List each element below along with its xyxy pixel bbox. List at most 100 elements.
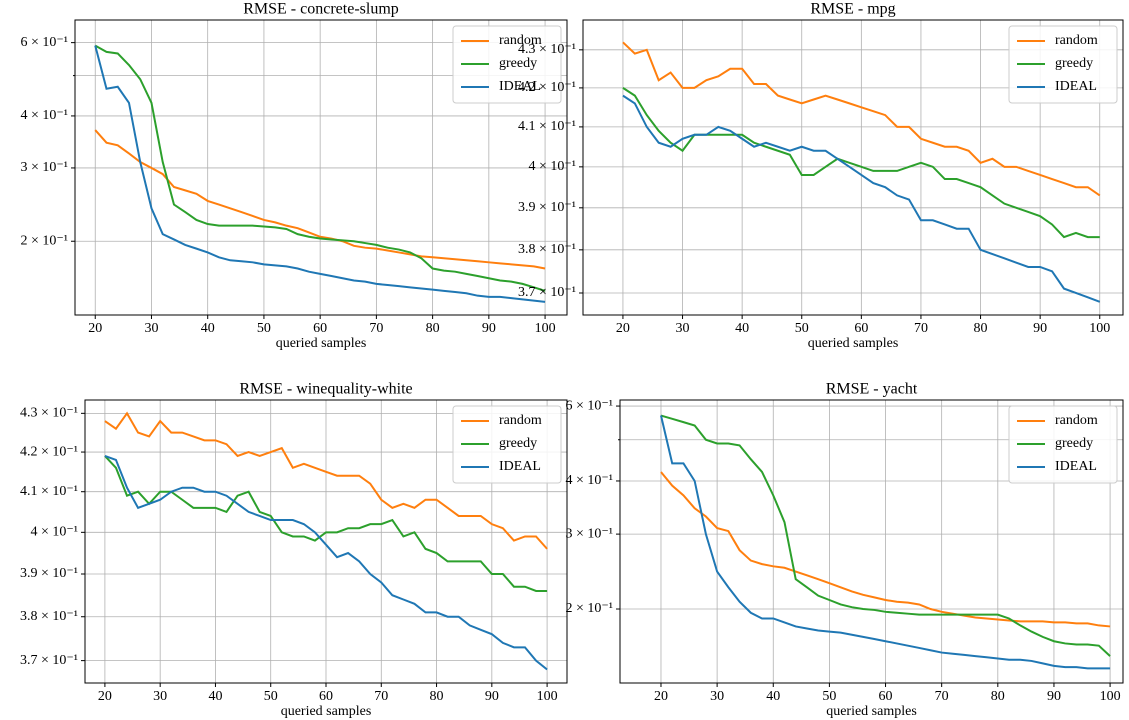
y-tick-label: 4 × 10⁻¹ — [529, 159, 576, 174]
chart-title: RMSE - yacht — [826, 381, 918, 398]
x-tick-label: 90 — [485, 689, 499, 704]
y-tick-label: 6 × 10⁻¹ — [21, 35, 68, 50]
x-axis-label: queried samples — [808, 336, 899, 351]
x-tick-label: 80 — [430, 689, 444, 704]
x-tick-label: 40 — [766, 689, 780, 704]
x-tick-label: 100 — [1100, 689, 1121, 704]
series-line — [94, 44, 546, 292]
x-tick-label: 50 — [264, 689, 278, 704]
x-tick-label: 20 — [98, 689, 112, 704]
series-line — [660, 471, 1111, 628]
subplot: 20 30 40 50 60 70 80 90 100 4.3 × 10⁻¹ 4.2 × 10⁻¹ 4… — [518, 1, 1124, 351]
x-axis-label: queried samples — [826, 704, 917, 719]
y-tick-label: 4 × 10⁻¹ — [21, 108, 68, 123]
y-tick-label: 6 × 10⁻¹ — [566, 398, 613, 413]
legend-label: random — [499, 413, 542, 428]
y-tick-label: 2 × 10⁻¹ — [566, 601, 613, 616]
legend-label: greedy — [1055, 436, 1093, 451]
x-tick-label: 20 — [654, 689, 668, 704]
legend-box — [1008, 405, 1118, 484]
y-tick-label: 4 × 10⁻¹ — [31, 525, 78, 540]
y-tick-label: 3.8 × 10⁻¹ — [20, 609, 78, 624]
x-tick-label: 90 — [1033, 321, 1047, 336]
series-line — [104, 455, 548, 592]
series-line — [622, 41, 1101, 197]
y-tick-label: 3.9 × 10⁻¹ — [518, 200, 576, 215]
x-tick-label: 50 — [795, 321, 809, 336]
axes-frame — [582, 19, 1124, 316]
x-tick-label: 50 — [822, 689, 836, 704]
x-tick-label: 90 — [482, 321, 496, 336]
x-tick-label: 50 — [257, 321, 271, 336]
y-tick-label: 4 × 10⁻¹ — [566, 473, 613, 488]
legend-label: IDEAL — [499, 459, 541, 474]
legend-label: IDEAL — [499, 79, 541, 94]
x-tick-label: 60 — [879, 689, 893, 704]
legend-box — [452, 25, 562, 104]
x-axis-label: queried samples — [281, 704, 372, 719]
axes-frame — [619, 399, 1124, 684]
y-tick-label: 4.2 × 10⁻¹ — [518, 80, 576, 95]
series-line — [660, 415, 1111, 670]
y-tick-label: 4.2 × 10⁻¹ — [20, 444, 78, 459]
series-line — [94, 45, 546, 303]
legend-label: IDEAL — [1055, 79, 1097, 94]
x-tick-label: 20 — [616, 321, 630, 336]
axes-frame — [84, 399, 568, 684]
x-tick-label: 30 — [144, 321, 158, 336]
chart-title: RMSE - mpg — [810, 1, 895, 18]
x-tick-label: 70 — [369, 321, 383, 336]
y-tick-label: 3 × 10⁻¹ — [566, 526, 613, 541]
x-tick-label: 70 — [935, 689, 949, 704]
x-tick-label: 20 — [88, 321, 102, 336]
x-tick-label: 60 — [854, 321, 868, 336]
chart-title: RMSE - concrete-slump — [243, 1, 399, 18]
y-tick-label: 4.1 × 10⁻¹ — [20, 484, 78, 499]
y-tick-label: 4.3 × 10⁻¹ — [20, 406, 78, 421]
series-line — [94, 129, 546, 270]
x-tick-label: 80 — [974, 321, 988, 336]
series-line — [104, 455, 548, 671]
y-tick-label: 3.7 × 10⁻¹ — [20, 653, 78, 668]
legend-label: IDEAL — [1055, 459, 1097, 474]
subplot: 20 30 40 50 60 70 80 90 100 6 × 10⁻¹ 4 × 10⁻¹ 3 × 1… — [566, 381, 1124, 719]
y-tick-label: 3.7 × 10⁻¹ — [518, 285, 576, 300]
y-tick-label: 4.3 × 10⁻¹ — [518, 42, 576, 57]
x-tick-label: 70 — [374, 689, 388, 704]
series-line — [622, 94, 1101, 303]
x-tick-label: 100 — [537, 689, 558, 704]
legend-box — [452, 405, 562, 484]
axes-frame — [74, 19, 568, 316]
x-tick-label: 70 — [914, 321, 928, 336]
x-tick-label: 90 — [1047, 689, 1061, 704]
x-tick-label: 30 — [710, 689, 724, 704]
x-tick-label: 80 — [426, 321, 440, 336]
x-tick-label: 30 — [676, 321, 690, 336]
x-tick-label: 40 — [735, 321, 749, 336]
legend-label: random — [499, 33, 542, 48]
x-tick-label: 80 — [991, 689, 1005, 704]
x-tick-label: 60 — [313, 321, 327, 336]
legend-label: greedy — [499, 56, 537, 71]
legend-box — [1008, 25, 1118, 104]
chart-title: RMSE - winequality-white — [239, 381, 412, 398]
legend-label: greedy — [499, 436, 537, 451]
legend-label: random — [1055, 413, 1098, 428]
subplot: 20 30 40 50 60 70 80 90 100 6 × 10⁻¹ 4 × 10⁻¹ 3 × 1… — [21, 1, 568, 351]
x-tick-label: 60 — [319, 689, 333, 704]
x-tick-label: 100 — [535, 321, 556, 336]
y-tick-label: 3.9 × 10⁻¹ — [20, 566, 78, 581]
subplot: 20 30 40 50 60 70 80 90 100 4.3 × 10⁻¹ 4.2 × 10⁻¹ 4… — [20, 381, 568, 719]
y-tick-label: 3.8 × 10⁻¹ — [518, 242, 576, 257]
y-tick-label: 4.1 × 10⁻¹ — [518, 119, 576, 134]
x-tick-label: 30 — [153, 689, 167, 704]
legend-label: random — [1055, 33, 1098, 48]
series-line — [660, 414, 1111, 657]
x-tick-label: 40 — [208, 689, 222, 704]
x-axis-label: queried samples — [276, 336, 367, 351]
y-tick-label: 2 × 10⁻¹ — [21, 233, 68, 248]
series-line — [104, 411, 548, 550]
x-tick-label: 100 — [1089, 321, 1110, 336]
x-tick-label: 40 — [201, 321, 215, 336]
